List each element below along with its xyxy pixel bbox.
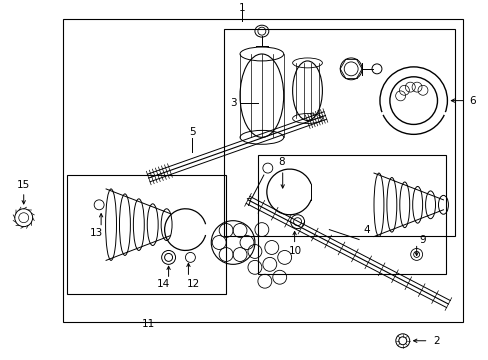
Bar <box>257 155 446 274</box>
Text: 8: 8 <box>278 157 285 167</box>
Bar <box>67 175 225 294</box>
Text: 14: 14 <box>157 279 170 289</box>
Text: 9: 9 <box>418 234 425 244</box>
Text: 5: 5 <box>189 127 195 138</box>
Text: 6: 6 <box>468 96 474 105</box>
Text: 3: 3 <box>229 98 236 108</box>
Text: 4: 4 <box>363 225 369 235</box>
Text: 15: 15 <box>17 180 30 190</box>
Text: 1: 1 <box>238 3 245 13</box>
Bar <box>224 29 454 235</box>
Text: 12: 12 <box>186 279 200 289</box>
Text: 7: 7 <box>244 198 251 208</box>
Text: 13: 13 <box>89 228 102 238</box>
Text: 10: 10 <box>288 247 302 256</box>
Text: 11: 11 <box>142 319 155 329</box>
Bar <box>63 19 462 322</box>
Text: 2: 2 <box>432 336 439 346</box>
